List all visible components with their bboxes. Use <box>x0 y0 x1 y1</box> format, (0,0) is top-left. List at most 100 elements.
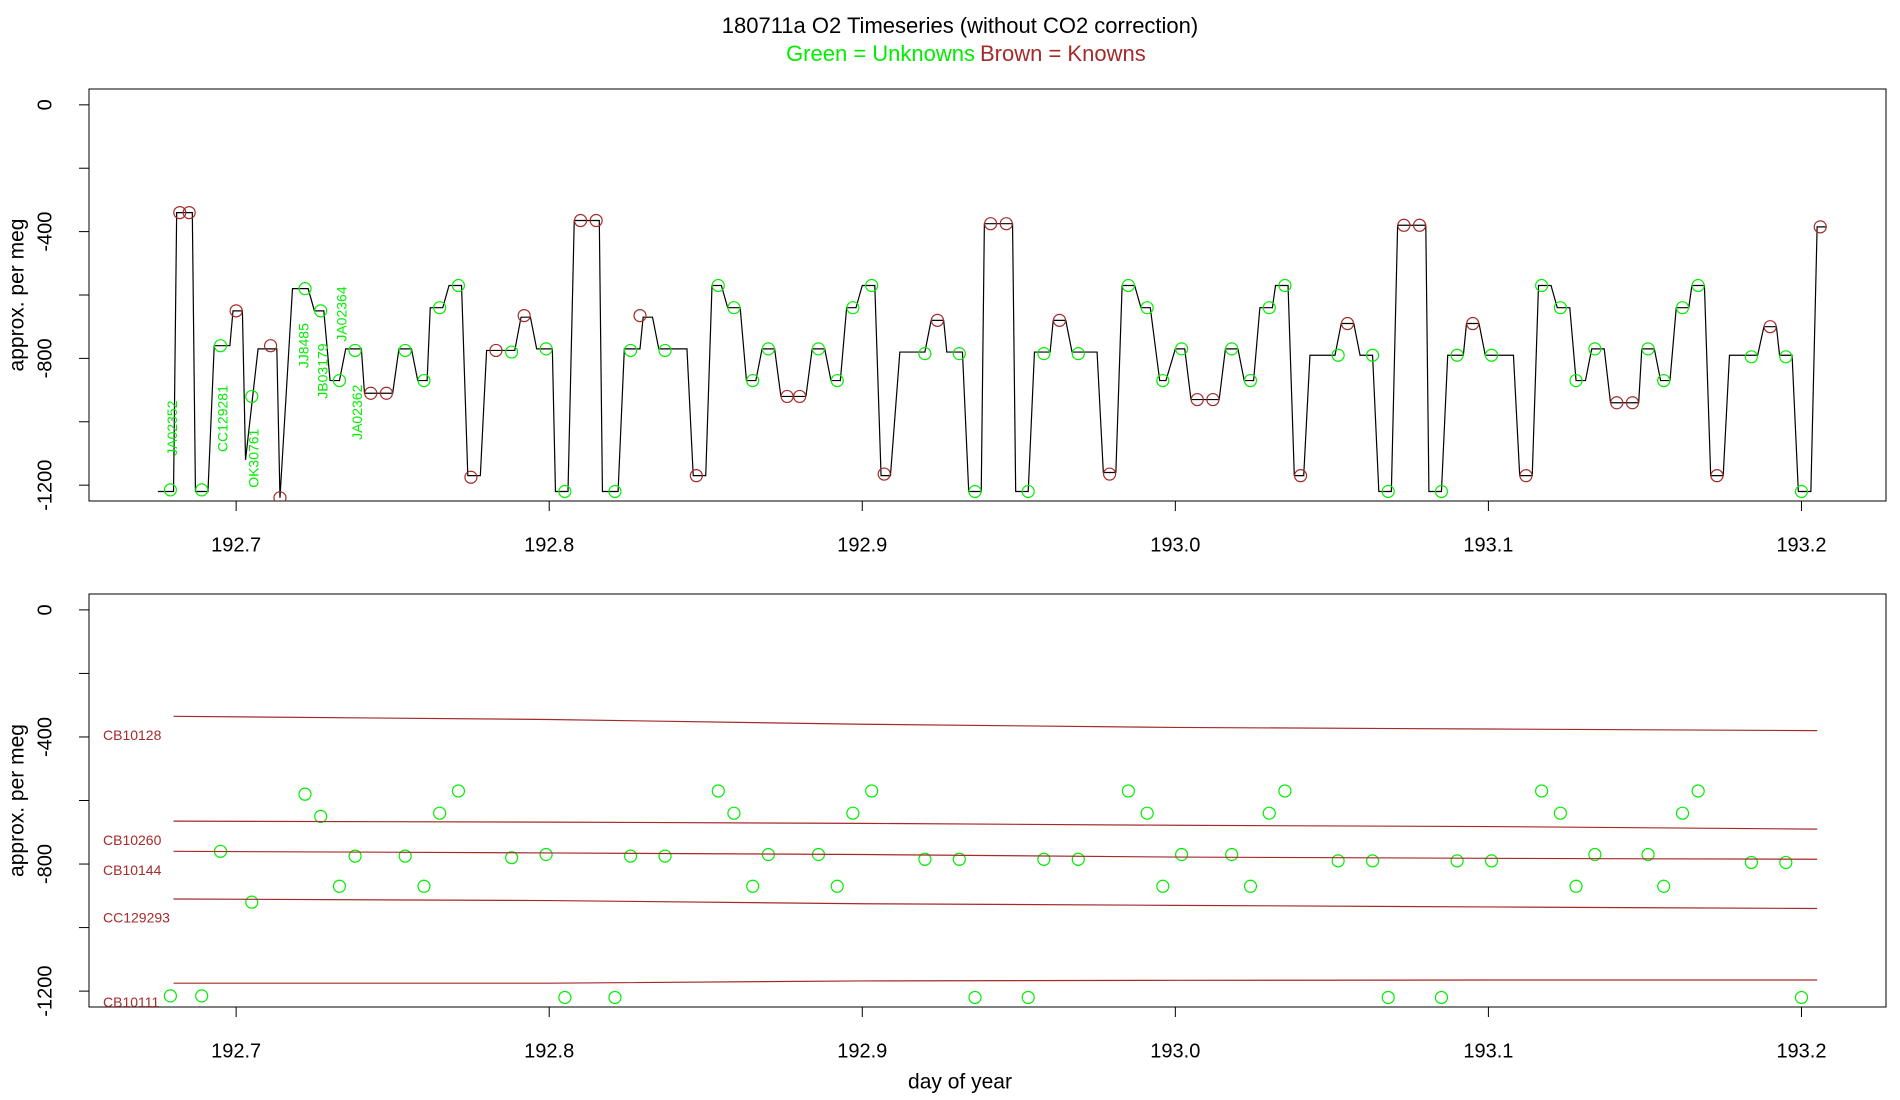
data-point <box>245 389 259 404</box>
data-point <box>1553 301 1568 315</box>
y-tick-label: -800 <box>34 338 56 378</box>
data-point <box>1553 806 1568 820</box>
data-point <box>1691 278 1705 293</box>
data-point <box>195 483 209 497</box>
data-line <box>173 715 1818 732</box>
data-point <box>1779 350 1793 364</box>
y-tick-label: -800 <box>34 844 56 884</box>
data-point <box>539 847 553 862</box>
data-point <box>877 467 891 481</box>
data-point <box>332 373 347 388</box>
data-point <box>1190 392 1204 407</box>
data-point <box>633 309 647 323</box>
data-point <box>505 851 519 865</box>
data-point <box>1675 301 1690 315</box>
data-point <box>1610 396 1624 410</box>
x-tick-label: 193.1 <box>1463 1040 1513 1062</box>
data-point <box>930 313 945 327</box>
data-point <box>968 990 982 1005</box>
data-point <box>1588 847 1602 862</box>
data-point <box>1484 348 1499 362</box>
data-point <box>918 347 932 361</box>
data-point <box>1156 373 1170 388</box>
data-line <box>173 979 1818 984</box>
data-point <box>1331 854 1345 868</box>
data-point <box>398 343 412 358</box>
data-point <box>1434 484 1449 499</box>
data-point <box>1052 313 1067 327</box>
data-point <box>984 217 998 231</box>
data-point <box>624 849 638 863</box>
x-axis-label: day of year <box>908 1071 1012 1094</box>
data-point <box>1021 484 1035 499</box>
x-tick-label: 193.2 <box>1776 534 1826 556</box>
data-point <box>1657 879 1671 893</box>
data-point <box>1278 784 1292 798</box>
data-point <box>245 895 259 909</box>
y-axis-label: approx. per meg <box>6 724 29 877</box>
data-point <box>558 990 572 1005</box>
data-point <box>830 373 844 388</box>
data-point <box>1397 218 1411 232</box>
data-point <box>1140 301 1154 315</box>
data-point <box>451 784 466 798</box>
data-point <box>1243 879 1258 893</box>
data-point <box>1175 342 1189 356</box>
data-point <box>489 343 503 358</box>
data-point <box>846 301 860 315</box>
y-tick-label: -400 <box>34 212 56 252</box>
data-point <box>163 989 177 1003</box>
data-point <box>1243 373 1258 388</box>
data-point <box>711 784 725 798</box>
data-point <box>746 879 760 893</box>
data-point <box>1794 990 1809 1005</box>
sample-annotation: CC129281 <box>214 385 230 452</box>
data-point <box>999 217 1013 231</box>
data-point <box>398 849 412 863</box>
data-point <box>1484 854 1499 868</box>
data-point <box>918 852 932 866</box>
y-tick-label: 0 <box>34 604 56 615</box>
data-point <box>1037 347 1051 361</box>
data-line <box>173 820 1818 830</box>
sample-annotation: JA02362 <box>349 384 365 439</box>
data-point <box>433 806 447 820</box>
data-point <box>1535 784 1549 798</box>
data-point <box>298 282 312 296</box>
data-point <box>195 989 209 1003</box>
line-label: CB10260 <box>103 832 162 848</box>
data-point <box>1535 278 1549 293</box>
sample-annotation: OK30761 <box>246 428 262 487</box>
data-point <box>1293 469 1308 483</box>
data-point <box>163 483 177 497</box>
data-point <box>314 809 328 823</box>
data-point <box>1175 847 1189 862</box>
x-tick-label: 192.7 <box>211 534 261 556</box>
data-line <box>173 850 1818 860</box>
x-tick-label: 193.1 <box>1463 534 1513 556</box>
data-point <box>539 342 553 356</box>
x-tick-label: 193.0 <box>1150 1040 1200 1062</box>
x-tick-label: 192.9 <box>837 534 887 556</box>
sample-annotation: JA02364 <box>333 286 349 341</box>
data-point <box>727 806 741 820</box>
data-point <box>348 343 362 358</box>
x-tick-label: 192.8 <box>524 534 574 556</box>
data-point <box>865 278 879 293</box>
plot-frame <box>88 593 1887 1008</box>
data-point <box>417 373 431 388</box>
data-point <box>1262 806 1276 820</box>
data-point <box>1569 879 1583 893</box>
data-point <box>517 309 531 323</box>
data-point <box>263 339 278 353</box>
data-point <box>1225 342 1239 356</box>
data-point <box>1331 348 1345 362</box>
sample-annotation: JJ8485 <box>296 323 312 368</box>
data-point <box>846 806 860 820</box>
chart-title: 180711a O2 Timeseries (without CO2 corre… <box>722 13 1198 38</box>
data-point <box>1763 320 1777 334</box>
data-point <box>1206 392 1220 407</box>
data-point <box>658 343 672 358</box>
